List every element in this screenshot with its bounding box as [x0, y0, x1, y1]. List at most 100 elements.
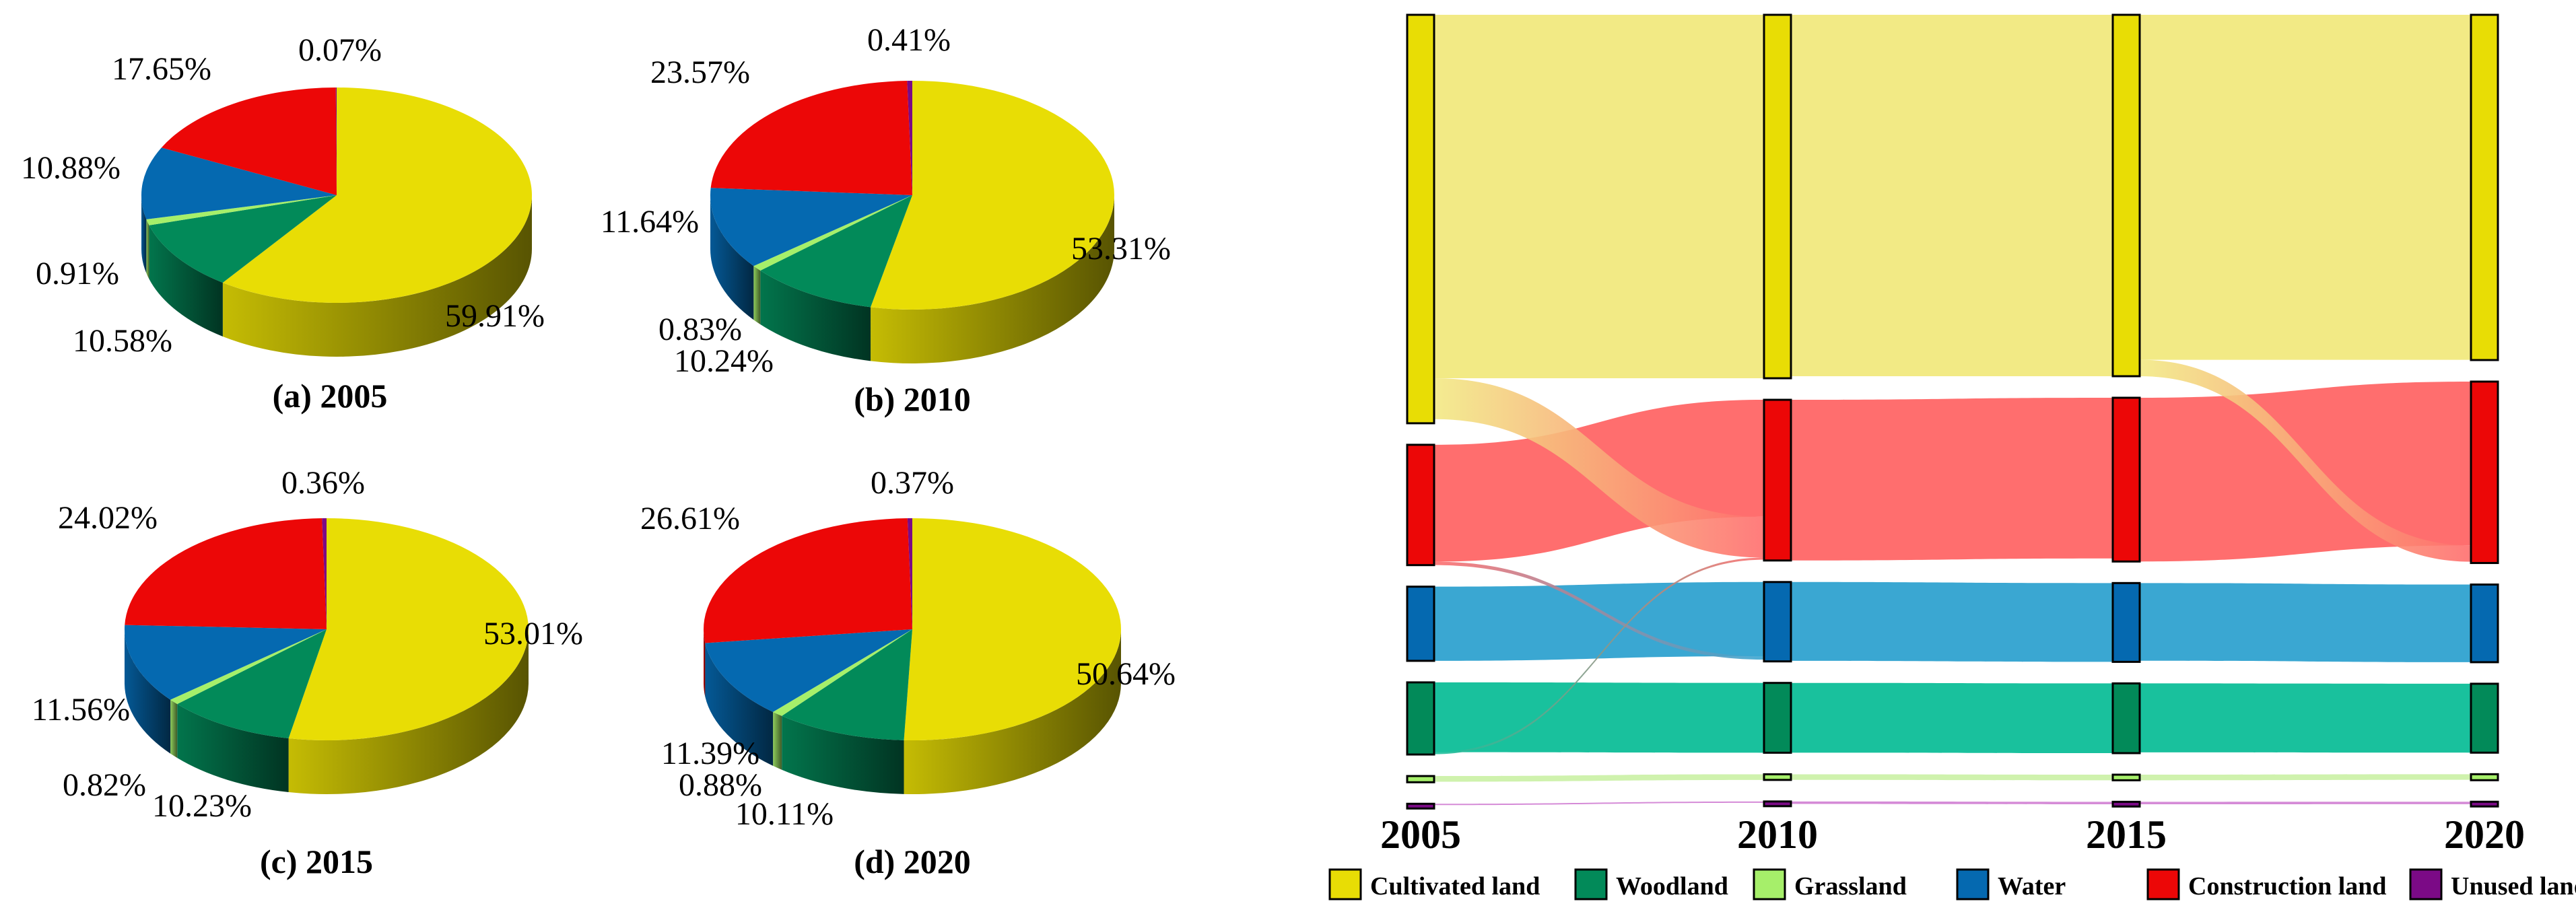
- sankey-diagram: 2005 2010 2015 2020: [1380, 13, 2525, 857]
- pie-label-construction-land: 24.02%: [58, 500, 158, 536]
- pie-label-woodland: 10.23%: [152, 788, 252, 824]
- pie-side-grassland: [753, 266, 761, 325]
- pie-side-cultivated-land: [871, 195, 1114, 363]
- pie-slice-grassland: [170, 629, 327, 705]
- pie-side-grassland: [146, 219, 149, 279]
- pie-slice-water: [141, 147, 337, 219]
- pie-slice-unused-land: [907, 518, 912, 629]
- legend-swatch: [1753, 868, 1786, 901]
- pie-label-woodland: 10.11%: [735, 796, 834, 832]
- pie-side-grassland: [170, 699, 178, 758]
- pie-side-woodland: [177, 704, 289, 793]
- pie-c-2015: 53.01% 10.23%0.82% 11.56% 24.02% 0.36% (c) 20…: [32, 465, 583, 880]
- flow-woodland-to-construction-land: [1434, 557, 1764, 754]
- legend-label: Construction land: [2188, 872, 2387, 901]
- flow-unused-land-to-unused-land: [2140, 802, 2471, 804]
- pie-slice-cultivated-land: [222, 87, 532, 304]
- legend-swatch: [1574, 868, 1608, 901]
- flow-grassland-to-grassland: [1791, 774, 2113, 781]
- pie-side-water: [710, 195, 754, 320]
- pie-label-cultivated-land: 50.64%: [1076, 656, 1176, 692]
- pie-side-cultivated-land: [222, 195, 532, 357]
- legend-item-construction-land: Construction land: [2146, 868, 2387, 901]
- pie-slice-water: [705, 629, 912, 712]
- pie-label-construction-land: 23.57%: [650, 55, 750, 90]
- pie-label-water: 11.64%: [601, 204, 699, 240]
- node-2020-unused-land: [2470, 800, 2499, 808]
- pie-caption: (a) 2005: [273, 377, 388, 415]
- pie-side-water: [705, 643, 774, 766]
- pie-slice-woodland: [149, 195, 337, 283]
- pie-caption: (d) 2020: [854, 843, 971, 880]
- pie-slice-construction-land: [710, 81, 912, 196]
- flow-water-to-water: [1434, 581, 1764, 661]
- pie-side-construction-land: [704, 629, 706, 697]
- pie-label-cultivated-land: 53.01%: [483, 616, 583, 651]
- node-2015-construction-land: [2111, 396, 2141, 563]
- legend-label: Woodland: [1616, 872, 1728, 901]
- pie-charts-panel: 59.91% 10.58% 0.91% 10.88% 17.65% 0.07% (a) 20…: [21, 22, 1176, 880]
- node-2015-woodland: [2111, 682, 2141, 754]
- flow-construction-land-to-construction-land: [2140, 381, 2471, 562]
- pie-slice-construction-land: [125, 518, 327, 629]
- pie-label-cultivated-land: 59.91%: [445, 298, 545, 334]
- pie-label-woodland: 10.58%: [73, 323, 172, 359]
- flow-cultivated-land-to-construction-land: [1434, 378, 1764, 558]
- year-label-2010: 2010: [1737, 812, 1818, 857]
- pie-slice-cultivated-land: [871, 81, 1114, 310]
- node-2010-woodland: [1763, 682, 1792, 754]
- pie-label-unused-land: 0.37%: [871, 465, 954, 501]
- pie-label-water: 10.88%: [21, 150, 121, 186]
- pie-label-grassland: 0.88%: [679, 767, 762, 803]
- node-2010-construction-land: [1763, 398, 1792, 562]
- pie-side-cultivated-land: [288, 629, 529, 795]
- pie-a-2005: 59.91% 10.58% 0.91% 10.88% 17.65% 0.07% (a) 20…: [21, 32, 545, 415]
- node-2010-unused-land: [1763, 800, 1792, 808]
- pie-slice-woodland: [177, 629, 327, 739]
- pie-label-water: 11.56%: [32, 692, 130, 728]
- flow-unused-land-to-unused-land: [1791, 801, 2113, 804]
- flow-unused-land-to-unused-land: [1434, 801, 1764, 806]
- legend-item-woodland: Woodland: [1574, 868, 1728, 901]
- node-2015-grassland: [2111, 773, 2141, 781]
- pie-label-unused-land: 0.07%: [298, 32, 382, 68]
- legend: Cultivated land Woodland Grassland Water Con…: [1328, 868, 2576, 901]
- pie-side-woodland: [782, 715, 904, 794]
- pie-slice-grassland: [773, 629, 912, 716]
- sankey-nodes: [1406, 13, 2499, 810]
- flow-water-to-water: [1791, 581, 2113, 662]
- pie-label-construction-land: 17.65%: [112, 51, 211, 87]
- pie-slice-grassland: [146, 195, 337, 225]
- pie-slice-construction-land: [704, 518, 912, 643]
- pie-slice-cultivated-land: [904, 518, 1122, 740]
- node-2020-woodland: [2470, 682, 2499, 754]
- pie-label-grassland: 0.83%: [658, 312, 742, 347]
- node-2015-water: [2111, 581, 2141, 663]
- legend-swatch: [1956, 868, 1990, 901]
- flow-cultivated-land-to-cultivated-land: [1791, 15, 2113, 376]
- node-2015-unused-land: [2111, 800, 2141, 808]
- pie-label-unused-land: 0.36%: [281, 465, 365, 501]
- flow-cultivated-land-to-cultivated-land: [1434, 15, 1764, 379]
- flow-cultivated-land-to-cultivated-land: [2140, 15, 2471, 360]
- node-2010-cultivated-land: [1763, 13, 1792, 380]
- flow-woodland-to-woodland: [1791, 682, 2113, 754]
- flow-woodland-to-woodland: [1434, 682, 1764, 753]
- pie-slice-water: [710, 188, 912, 267]
- legend-label: Unused land: [2451, 872, 2576, 901]
- legend-item-grassland: Grassland: [1753, 868, 1907, 901]
- legend-label: Grassland: [1794, 872, 1907, 901]
- pie-label-unused-land: 0.41%: [867, 22, 951, 58]
- pie-slice-unused-land: [322, 518, 327, 629]
- node-2005-grassland: [1406, 775, 1435, 783]
- node-2020-cultivated-land: [2470, 13, 2499, 361]
- pie-label-grassland: 0.82%: [63, 767, 146, 803]
- year-label-2015: 2015: [2086, 812, 2167, 857]
- legend-swatch: [2146, 868, 2180, 901]
- legend-item-water: Water: [1956, 868, 2066, 901]
- flow-construction-land-to-construction-land: [1791, 397, 2113, 561]
- pie-slice-grassland: [753, 195, 912, 271]
- node-2020-grassland: [2470, 773, 2499, 781]
- pie-caption: (c) 2015: [260, 843, 373, 880]
- sankey-flows: [1434, 15, 2471, 806]
